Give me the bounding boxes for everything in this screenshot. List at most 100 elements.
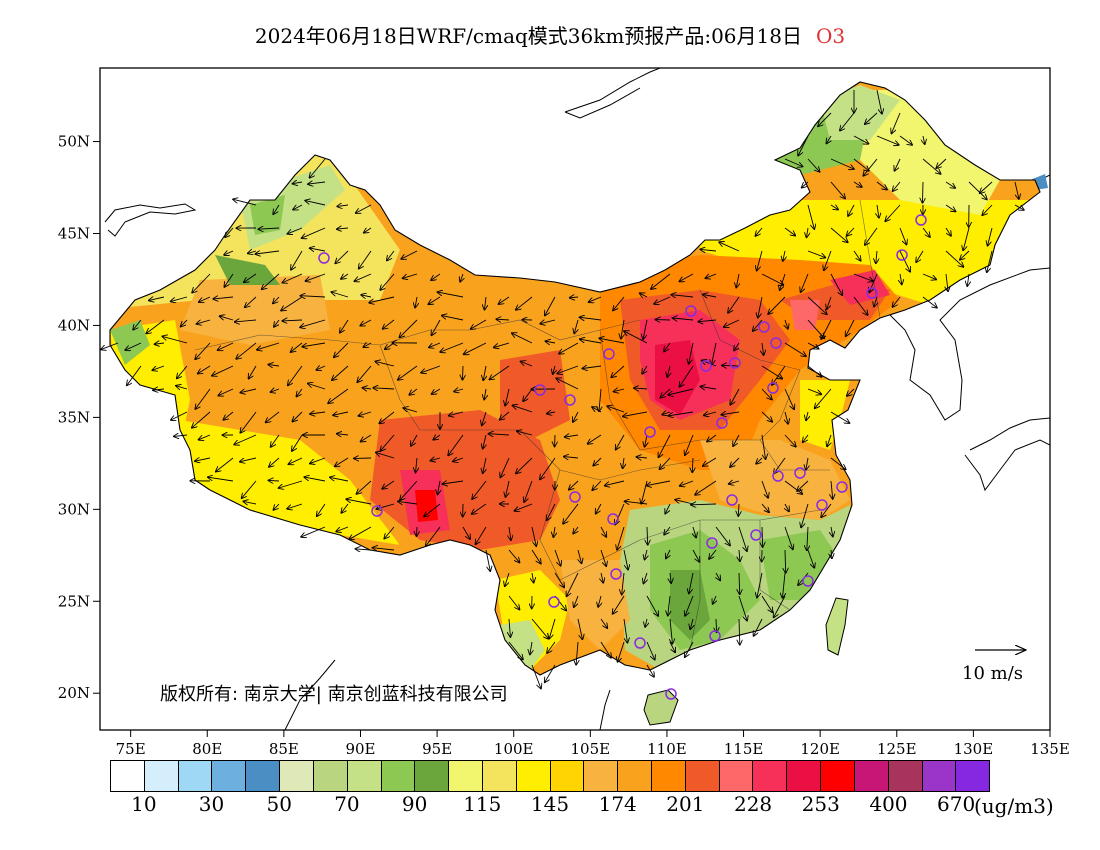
wind-arrow bbox=[297, 388, 303, 396]
wind-arrow bbox=[680, 480, 694, 486]
city-marker bbox=[548, 596, 560, 608]
wind-arrow bbox=[573, 526, 578, 534]
wind-arrow bbox=[892, 112, 901, 133]
wind-arrow bbox=[803, 434, 809, 442]
x-axis: 75E 80E 85E 90E 95E 100E 105E 110E 115E 120E 125E 1… bbox=[116, 730, 1070, 758]
city-marker bbox=[318, 252, 330, 264]
wind-arrow bbox=[485, 549, 490, 571]
legend-swatch bbox=[753, 761, 788, 791]
legend-label: 201 bbox=[666, 792, 705, 816]
wind-arrow bbox=[963, 227, 970, 250]
wind-arrow bbox=[288, 227, 303, 234]
wind-arrow bbox=[616, 434, 625, 450]
legend-swatch bbox=[482, 761, 517, 791]
city-marker bbox=[896, 249, 908, 261]
wind-arrow bbox=[785, 503, 789, 511]
wind-arrow bbox=[895, 158, 901, 171]
wind-arrow bbox=[310, 412, 326, 414]
wind-arrow bbox=[899, 227, 907, 244]
wind-arrow bbox=[668, 595, 670, 615]
wind-arrow bbox=[271, 389, 280, 392]
wind-arrow bbox=[463, 365, 464, 380]
wind-arrow bbox=[968, 181, 987, 199]
wind-arrow bbox=[802, 181, 809, 188]
wind-arrow bbox=[668, 388, 694, 395]
wind-arrow bbox=[853, 181, 862, 187]
coastline-lake-baikal bbox=[564, 68, 661, 119]
legend-swatch bbox=[144, 761, 179, 791]
wind-arrow bbox=[664, 342, 671, 351]
wind-arrow bbox=[692, 457, 693, 472]
wind-arrow bbox=[443, 481, 464, 484]
wind-arrow bbox=[302, 342, 326, 347]
wind-arrow bbox=[337, 434, 349, 435]
wind-arrow bbox=[645, 434, 647, 447]
wind-arrow bbox=[101, 342, 119, 349]
map-title: 2024年06月18日WRF/cmaq模式36km预报产品:06月18日 O3 bbox=[0, 20, 1100, 49]
x-tick-label: 80E bbox=[192, 740, 222, 758]
wind-arrow bbox=[893, 296, 901, 307]
wind-arrow bbox=[283, 273, 303, 283]
species-label: O3 bbox=[815, 24, 846, 48]
wind-arrow bbox=[623, 411, 648, 416]
map-frame bbox=[99, 67, 1051, 731]
wind-arrow bbox=[739, 572, 740, 594]
wind-arrow bbox=[821, 319, 832, 339]
city-marker bbox=[371, 505, 383, 517]
wind-arrow bbox=[509, 526, 511, 540]
wind-arrow bbox=[689, 342, 694, 364]
wind-arrow bbox=[716, 572, 720, 580]
wind-arrow bbox=[563, 503, 579, 524]
wind-arrow bbox=[574, 595, 579, 607]
wind-arrow bbox=[490, 365, 510, 379]
legend-swatch bbox=[618, 761, 652, 791]
wind-arrow bbox=[600, 526, 606, 537]
wind-arrow bbox=[398, 501, 418, 504]
wind-arrow bbox=[192, 411, 211, 428]
wind-arrow bbox=[317, 503, 326, 516]
wind-arrow bbox=[922, 296, 937, 308]
color-legend bbox=[110, 760, 990, 792]
wind-arrow bbox=[900, 273, 902, 284]
city-marker bbox=[750, 529, 762, 541]
wind-arrow bbox=[530, 641, 532, 654]
wind-arrow bbox=[761, 411, 772, 422]
legend-label: 115 bbox=[463, 792, 502, 816]
wind-arrow bbox=[540, 457, 556, 479]
wind-arrow bbox=[213, 297, 234, 299]
legend-label: 670 bbox=[937, 792, 976, 816]
wind-arrow bbox=[853, 250, 861, 261]
wind-arrow bbox=[693, 526, 696, 537]
wind-arrow bbox=[317, 366, 326, 370]
wind-arrow bbox=[472, 503, 487, 514]
wind-arrow bbox=[240, 457, 257, 462]
wind-arrow bbox=[357, 480, 372, 494]
wind-arrow bbox=[505, 572, 510, 586]
wind-arrow bbox=[376, 453, 395, 459]
wind-arrow bbox=[651, 273, 671, 289]
wind-arrow bbox=[500, 411, 510, 420]
legend-swatch bbox=[381, 761, 416, 791]
wind-arrow bbox=[669, 641, 675, 652]
wind-arrow bbox=[703, 295, 717, 298]
wind-arrow bbox=[824, 250, 832, 270]
city-marker bbox=[569, 491, 581, 503]
wind-arrow bbox=[673, 318, 694, 320]
wind-arrow bbox=[440, 342, 464, 352]
wind-arrow bbox=[847, 388, 855, 396]
wind-arrow bbox=[729, 481, 740, 484]
wind-arrow bbox=[472, 480, 487, 499]
wind-arrow bbox=[512, 333, 533, 344]
wind-arrow bbox=[462, 526, 470, 539]
wind-arrow bbox=[806, 411, 808, 420]
wind-arrow bbox=[830, 181, 845, 198]
wind-arrow bbox=[476, 526, 487, 544]
wind-arrow bbox=[589, 296, 602, 302]
legend-label: 228 bbox=[733, 792, 773, 816]
wind-arrow bbox=[874, 296, 877, 307]
wind-arrow bbox=[292, 434, 303, 451]
wind-arrow bbox=[483, 457, 486, 473]
wind-arrow bbox=[830, 411, 849, 423]
wind-arrow bbox=[271, 434, 280, 447]
wind-arrow bbox=[359, 250, 372, 269]
